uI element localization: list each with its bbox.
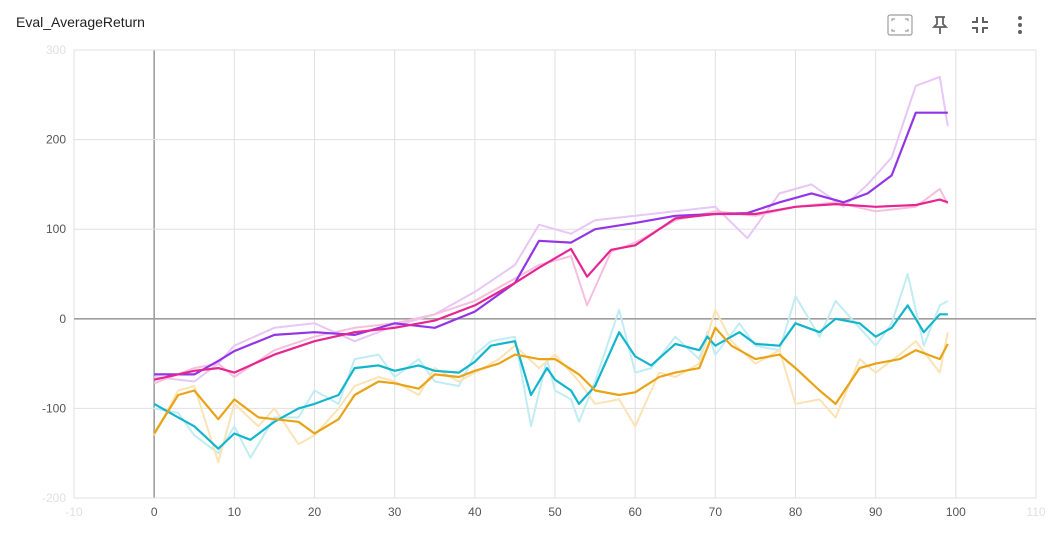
chart-toolbar <box>880 10 1040 40</box>
series-2-raw-line <box>154 273 949 459</box>
pin-icon <box>931 16 949 34</box>
more-options-button[interactable] <box>1000 10 1040 40</box>
collapse-button[interactable] <box>960 10 1000 40</box>
more-vert-icon <box>1018 16 1022 34</box>
series-3-smoothed-line[interactable] <box>153 326 949 435</box>
fit-domain-button[interactable] <box>880 10 920 40</box>
x-tick-label: 100 <box>946 505 966 519</box>
x-tick-label: 30 <box>388 505 402 519</box>
pin-button[interactable] <box>920 10 960 40</box>
x-tick-label: 70 <box>709 505 723 519</box>
x-tick-label: -10 <box>65 505 83 519</box>
y-tick-label: 200 <box>46 133 66 147</box>
y-tick-label: 100 <box>46 222 66 236</box>
series-0-smoothed-line[interactable] <box>154 111 948 376</box>
y-tick-label: -100 <box>42 401 66 415</box>
y-tick-label: -200 <box>42 491 66 505</box>
x-tick-label: 110 <box>1026 505 1045 519</box>
x-tick-label: 60 <box>628 505 642 519</box>
y-tick-label: 0 <box>59 312 66 326</box>
x-tick-label: 20 <box>308 505 322 519</box>
chart-title: Eval_AverageReturn <box>16 14 145 30</box>
y-tick-label: 300 <box>46 43 66 57</box>
series-2-smoothed-line[interactable] <box>153 304 948 450</box>
x-tick-label: 10 <box>228 505 242 519</box>
x-tick-label: 40 <box>468 505 482 519</box>
fit-to-data-icon <box>887 14 913 36</box>
x-tick-label: 80 <box>789 505 803 519</box>
series-1-smoothed-line[interactable] <box>153 198 949 381</box>
collapse-icon <box>972 17 988 33</box>
x-tick-label: 50 <box>548 505 562 519</box>
series-1-raw-line <box>153 187 949 385</box>
x-tick-label: 0 <box>151 505 158 519</box>
series-0-raw-line <box>154 75 949 383</box>
x-tick-label: 90 <box>869 505 883 519</box>
series-3-raw-line <box>153 308 949 464</box>
